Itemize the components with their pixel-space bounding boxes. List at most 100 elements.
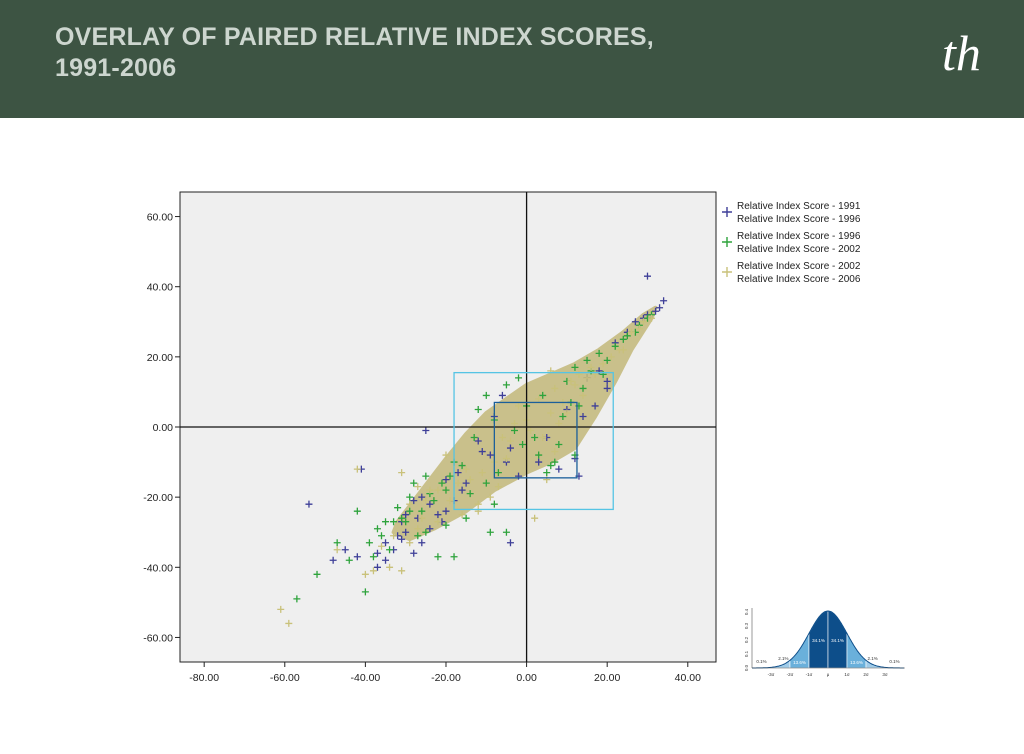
data-point xyxy=(482,479,490,487)
data-point xyxy=(418,514,426,522)
data-point xyxy=(430,497,438,505)
x-tick-label: -80.00 xyxy=(189,672,219,684)
data-point xyxy=(458,486,466,494)
data-point xyxy=(535,458,543,466)
data-point xyxy=(353,465,361,473)
data-point xyxy=(410,479,418,487)
data-point xyxy=(402,528,410,536)
legend-label: Relative Index Score - 1996 xyxy=(737,231,861,242)
data-point xyxy=(369,567,377,575)
data-point xyxy=(333,539,341,547)
inner-box xyxy=(493,401,578,479)
data-point xyxy=(434,511,442,519)
data-point xyxy=(402,511,410,519)
legend-marker xyxy=(722,207,732,217)
data-point xyxy=(486,493,494,501)
data-point xyxy=(599,360,607,368)
data-point xyxy=(603,377,611,385)
data-point xyxy=(410,497,418,505)
x-tick-label: 40.00 xyxy=(675,672,701,684)
data-point xyxy=(494,483,502,491)
data-point xyxy=(378,542,386,550)
data-point xyxy=(365,539,373,547)
data-point xyxy=(635,325,643,333)
data-point xyxy=(587,363,595,371)
data-point xyxy=(547,409,555,417)
data-point xyxy=(458,511,466,519)
data-point xyxy=(373,525,381,533)
data-point xyxy=(607,353,615,361)
data-point xyxy=(466,490,474,498)
data-point xyxy=(519,441,527,449)
page-title-line1: OVERLAY OF PAIRED RELATIVE INDEX SCORES, xyxy=(55,23,654,51)
curve-percent-label: 0.1% xyxy=(889,659,899,664)
data-point xyxy=(643,272,651,280)
data-point xyxy=(502,381,510,389)
curve-axis-label: -1σ xyxy=(806,672,813,677)
data-point xyxy=(382,539,390,547)
data-point xyxy=(390,518,398,526)
data-point xyxy=(373,563,381,571)
data-point xyxy=(498,434,506,442)
data-point xyxy=(353,553,361,561)
data-point xyxy=(652,307,660,315)
data-point xyxy=(333,546,341,554)
data-point xyxy=(502,528,510,536)
legend-label: Relative Index Score - 2006 xyxy=(737,274,861,285)
data-point xyxy=(446,472,454,480)
data-point xyxy=(406,493,414,501)
curve-percent-label: 34.1% xyxy=(831,638,844,643)
x-tick-label: -40.00 xyxy=(350,672,380,684)
data-point xyxy=(442,507,450,515)
data-point xyxy=(563,409,571,417)
data-point xyxy=(551,384,559,392)
data-point xyxy=(660,297,668,305)
normal-curve-inset: 0.4 0.3 0.2 0.1 0.0 0.1% 2.1% 13.6% 34.1% 34.1% 13… xyxy=(744,608,905,677)
data-point xyxy=(361,588,369,596)
data-point xyxy=(474,405,482,413)
data-point xyxy=(482,391,490,399)
data-point xyxy=(510,419,518,427)
curve-axis-label: 1σ xyxy=(844,672,850,677)
curve-outline xyxy=(752,610,904,669)
data-point xyxy=(547,462,555,470)
data-point xyxy=(406,539,414,547)
data-point xyxy=(539,434,547,442)
header-bar: OVERLAY OF PAIRED RELATIVE INDEX SCORES,… xyxy=(0,0,1024,118)
data-point xyxy=(406,500,414,508)
data-point xyxy=(434,518,442,526)
data-point xyxy=(656,304,664,312)
data-point xyxy=(418,507,426,515)
curve-percent-label: 2.1% xyxy=(778,656,788,661)
y-tick-label: -20.00 xyxy=(143,492,173,504)
curve-percent-label: 34.1% xyxy=(812,638,825,643)
data-point xyxy=(579,412,587,420)
data-point xyxy=(386,563,394,571)
data-point xyxy=(571,381,579,389)
data-point xyxy=(498,391,506,399)
y-tick-label: -60.00 xyxy=(143,632,173,644)
data-point xyxy=(571,363,579,371)
data-point xyxy=(418,493,426,501)
data-point xyxy=(458,462,466,470)
data-point xyxy=(478,448,486,456)
data-point xyxy=(615,346,623,354)
density-band xyxy=(391,305,658,542)
data-point xyxy=(531,434,539,442)
data-point xyxy=(361,570,369,578)
data-point xyxy=(474,437,482,445)
data-point xyxy=(305,500,313,508)
data-point xyxy=(462,465,470,473)
y-tick-label: 60.00 xyxy=(147,212,173,224)
data-point xyxy=(442,521,450,529)
legend-label: Relative Index Score - 1991 xyxy=(737,201,861,212)
data-point xyxy=(398,469,406,477)
data-point xyxy=(611,342,619,350)
data-point xyxy=(603,384,611,392)
data-point xyxy=(426,500,434,508)
data-point xyxy=(434,486,442,494)
data-point xyxy=(631,318,639,326)
y-tick-label: -40.00 xyxy=(143,562,173,574)
data-point xyxy=(446,497,454,505)
curve-percent-label: 13.6% xyxy=(793,660,806,665)
